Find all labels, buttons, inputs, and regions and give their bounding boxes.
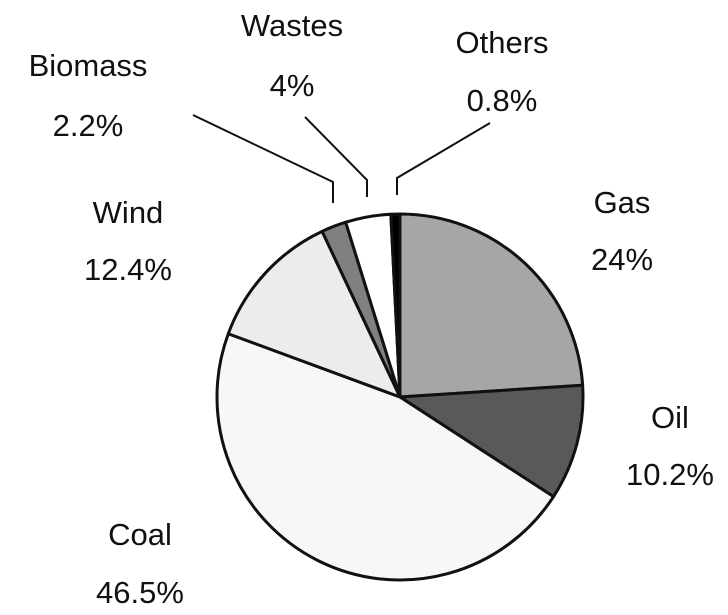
value-label: 10.2% [626,457,714,492]
value-label: 4% [270,68,315,103]
slice-label: Wastes [241,8,343,43]
slice-label: Wind [93,195,164,230]
slice-label: Coal [108,517,172,552]
slice-label: Biomass [29,48,148,83]
pie-slice [215,332,555,582]
pie-slice [226,229,402,399]
slice-label: Gas [594,185,651,220]
leader-line [192,114,334,203]
slice-label: Others [455,25,548,60]
slice-label: Oil [651,400,689,435]
pie-slice [398,212,585,399]
value-label: 24% [591,242,653,277]
leader-line [396,122,491,195]
value-label: 2.2% [53,108,124,143]
leader-line [304,116,368,197]
value-label: 46.5% [96,575,184,610]
pie-slice [389,212,402,399]
value-label: 0.8% [467,83,538,118]
value-label: 12.4% [84,252,172,287]
pie-slice [398,383,585,499]
